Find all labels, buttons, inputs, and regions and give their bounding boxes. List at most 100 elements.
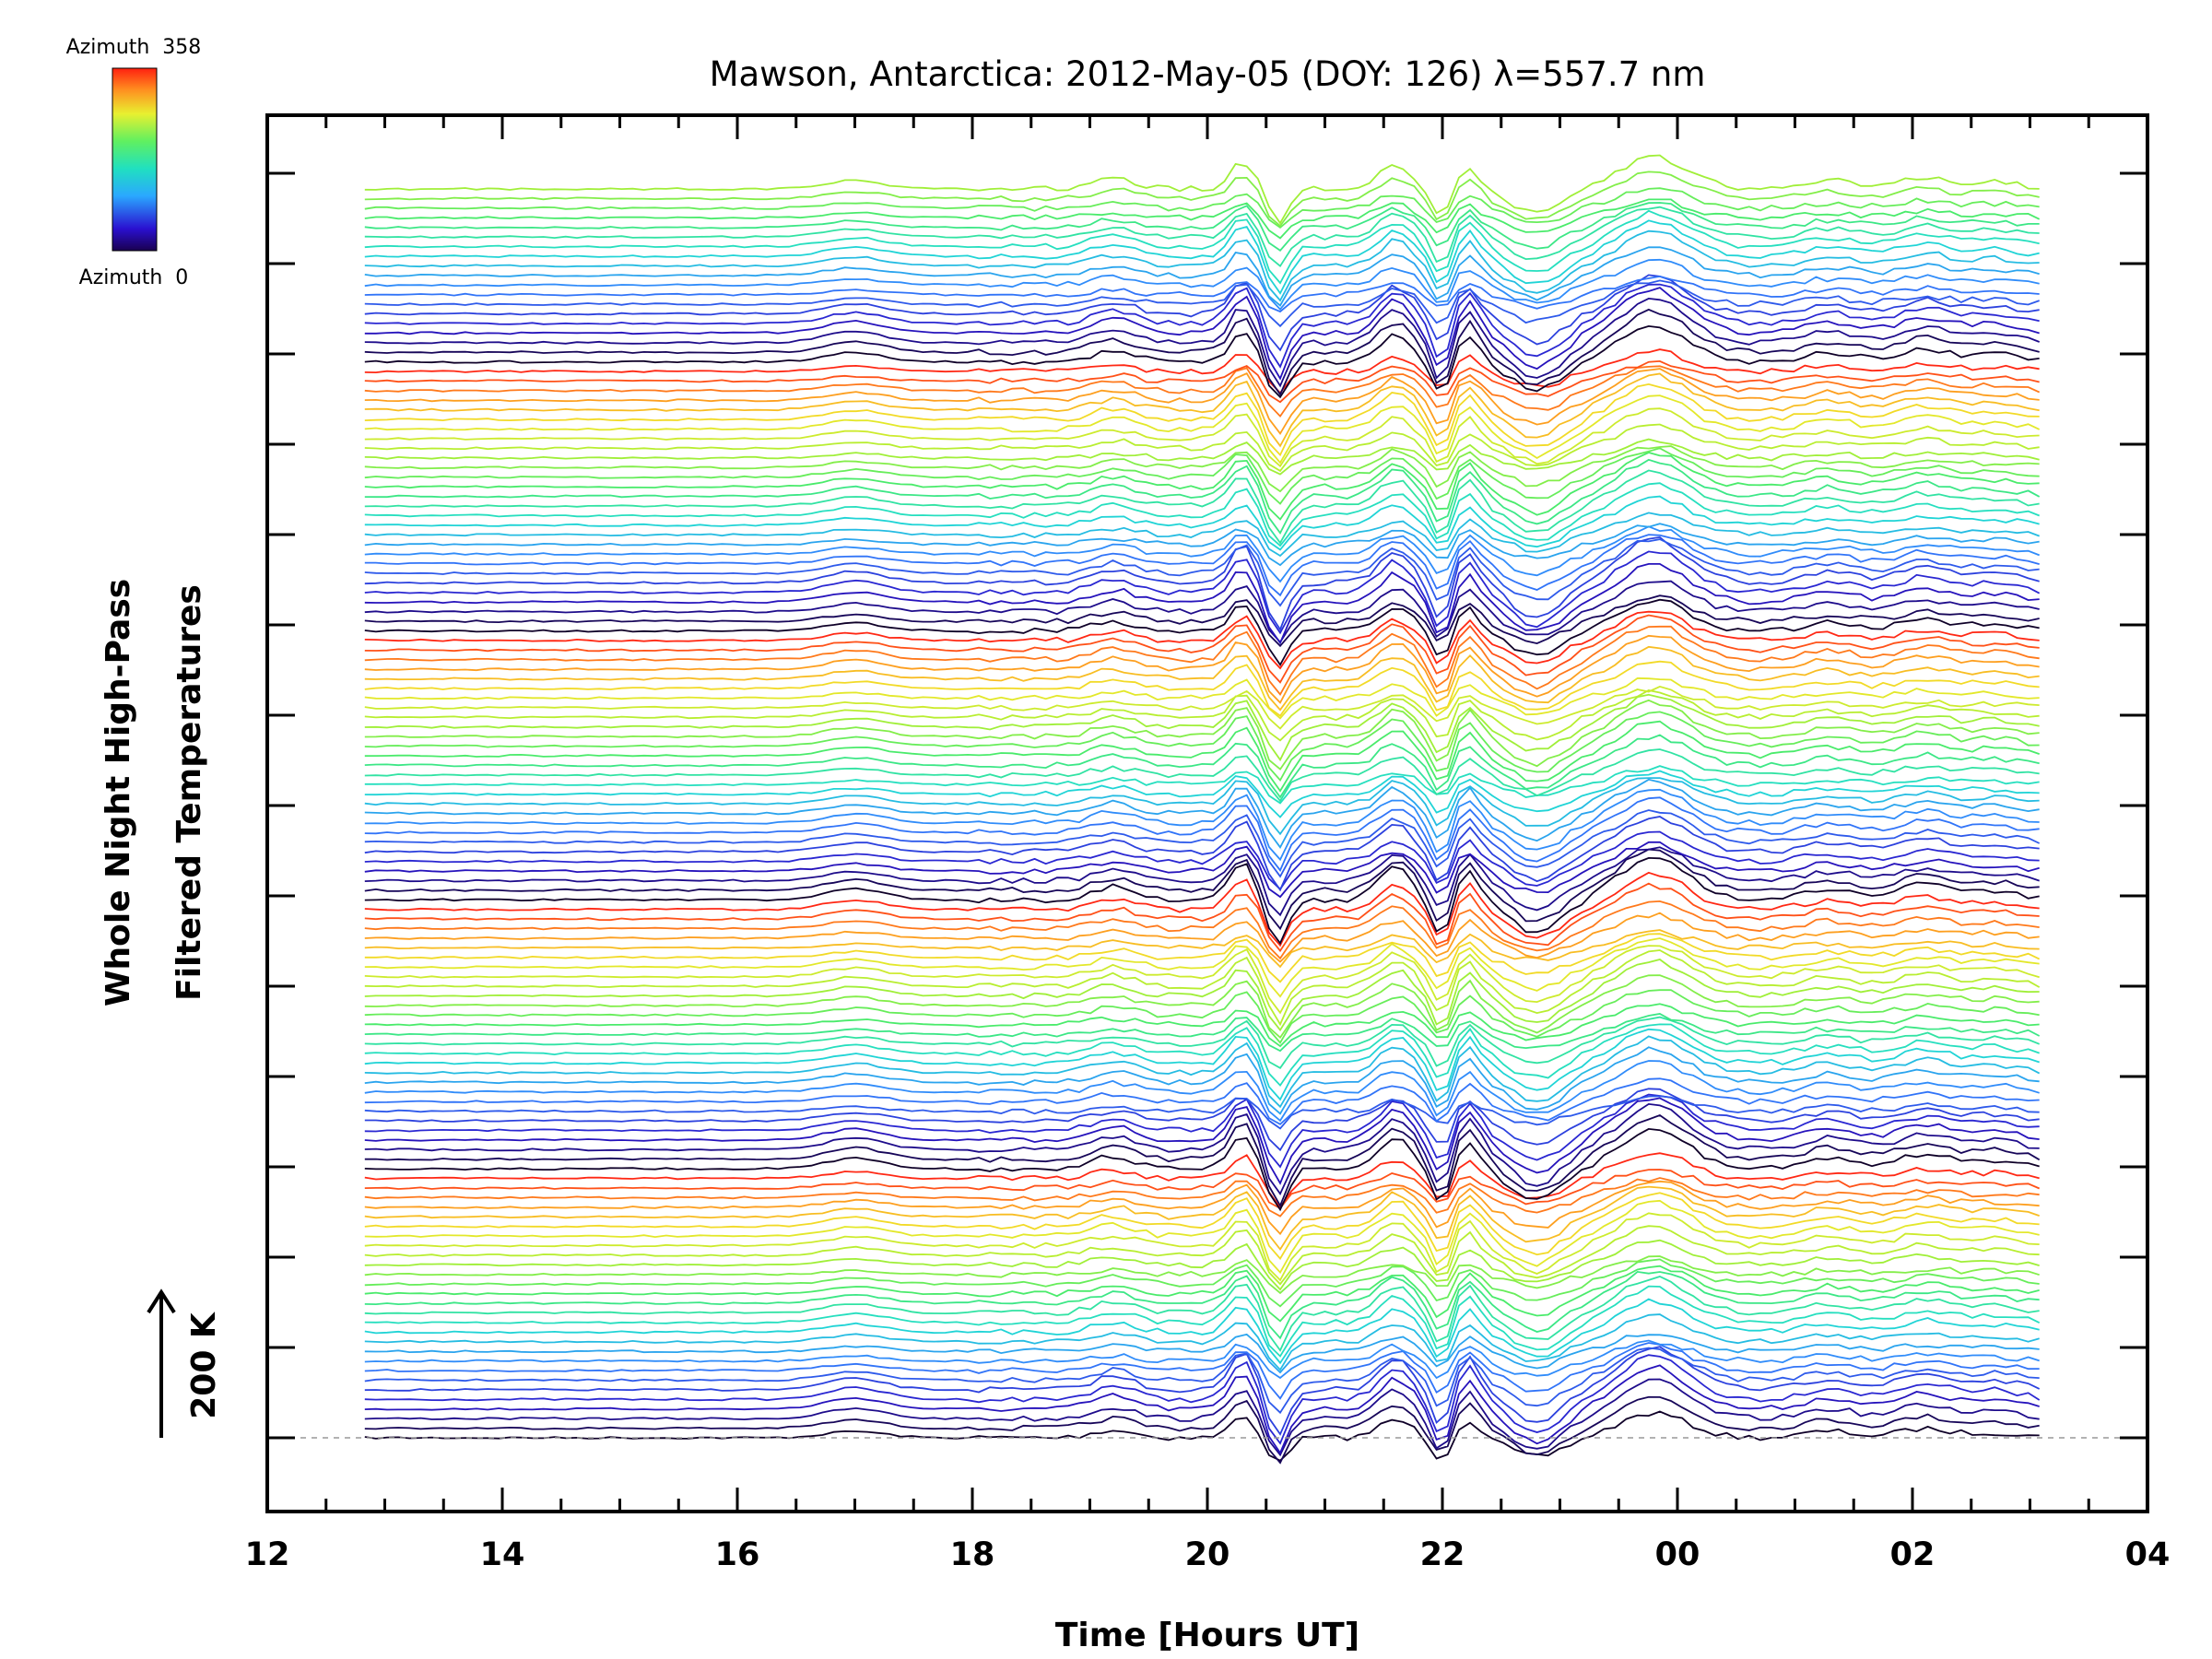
series-line (364, 796, 2040, 872)
series-line (364, 1346, 2041, 1436)
series-line (364, 187, 2040, 229)
series-line (364, 1199, 2040, 1275)
series-line (364, 580, 2040, 644)
series-line (364, 1342, 2040, 1400)
series-line (364, 1212, 2040, 1282)
series-line (364, 209, 2040, 285)
series-line (364, 937, 2040, 998)
series-line (364, 1225, 2040, 1286)
series-line (364, 974, 2040, 1040)
series-line (364, 359, 2040, 404)
series-line (364, 1285, 2041, 1358)
series-line (364, 445, 2040, 493)
series-line (364, 734, 2040, 799)
series-line (364, 929, 2040, 969)
series-line (364, 882, 2040, 953)
series-line (364, 324, 2040, 399)
series-line (364, 1265, 2040, 1323)
x-tick-label: 16 (715, 1536, 760, 1573)
series-line (364, 469, 2040, 545)
series-line (364, 407, 2040, 468)
series-line (364, 959, 2040, 1032)
series-line (364, 1347, 2040, 1415)
series-line (364, 1028, 2040, 1101)
series-line (364, 279, 2041, 328)
x-tick-label: 04 (2125, 1536, 2171, 1573)
series-line (364, 1378, 2040, 1457)
series-line (364, 482, 2041, 547)
series-line (364, 1177, 2040, 1218)
series-line (364, 1046, 2040, 1115)
series-line (364, 171, 2040, 228)
series-line (364, 711, 2040, 782)
series-line (364, 720, 2040, 793)
series-line (364, 1180, 2040, 1236)
series-line (364, 452, 2040, 521)
series-line (364, 394, 2041, 465)
series-line (364, 372, 2040, 448)
series-line (364, 634, 2040, 704)
series-line (364, 841, 2040, 899)
series-line (364, 1298, 2040, 1365)
series-line (364, 1364, 2040, 1455)
series-line (364, 1313, 2040, 1371)
series-line (364, 523, 2040, 567)
series-line (364, 1093, 2040, 1169)
series-line (364, 423, 2040, 473)
series-line (364, 1185, 2040, 1252)
series-line (364, 856, 2040, 946)
series-line (364, 594, 2040, 648)
series-line (364, 1169, 2041, 1210)
series-line (364, 1060, 2040, 1123)
series-line (364, 1113, 2041, 1208)
x-axis-label: Time [Hours UT] (1055, 1617, 1359, 1654)
x-tick-label: 12 (245, 1536, 290, 1573)
series-line (364, 1023, 2041, 1088)
series-line (364, 1095, 2040, 1130)
series-line (364, 512, 2041, 558)
series-line (364, 1339, 2040, 1380)
series-line (364, 848, 2040, 931)
series-line (364, 275, 2040, 313)
series-line (364, 912, 2040, 963)
series-line (364, 258, 2040, 311)
series-line (364, 297, 2041, 388)
axes (265, 113, 2149, 1513)
series-line (364, 287, 2040, 381)
series-line (364, 1003, 2040, 1048)
x-tick-label: 20 (1185, 1536, 1230, 1573)
series-line (364, 202, 2040, 252)
series-line (364, 1333, 2040, 1374)
series-line (364, 538, 2040, 607)
series-line (364, 645, 2040, 712)
series-line (364, 154, 2040, 225)
series-line (364, 660, 2040, 717)
x-tick-label: 00 (1655, 1536, 1700, 1573)
series-line (364, 534, 2040, 597)
series-line (364, 989, 2040, 1044)
series-line (364, 933, 2041, 983)
scale-bar-label: 200 K (185, 1312, 223, 1419)
series-line (364, 610, 2040, 670)
series-line (364, 809, 2041, 878)
series-line (364, 308, 2040, 396)
series-line (364, 1097, 2040, 1185)
series-line (364, 1255, 2040, 1295)
series-line (364, 447, 2040, 505)
series-line (364, 900, 2040, 960)
x-tick-label: 14 (480, 1536, 525, 1573)
series-line (364, 765, 2040, 805)
series-line (364, 365, 2041, 418)
series-line (364, 1270, 2040, 1340)
series-line (364, 1395, 2040, 1465)
series-line (364, 198, 2041, 240)
series-line (364, 1013, 2041, 1053)
series-line (364, 1192, 2040, 1261)
series-line (364, 625, 2040, 696)
y-axis-label-line-1: Whole Night High-Pass (100, 579, 137, 1006)
series-line (364, 525, 2041, 583)
series-line (364, 677, 2040, 720)
series-line (364, 1077, 2040, 1125)
colorbar (112, 67, 158, 252)
scale-bar: 200 K (147, 1288, 223, 1438)
